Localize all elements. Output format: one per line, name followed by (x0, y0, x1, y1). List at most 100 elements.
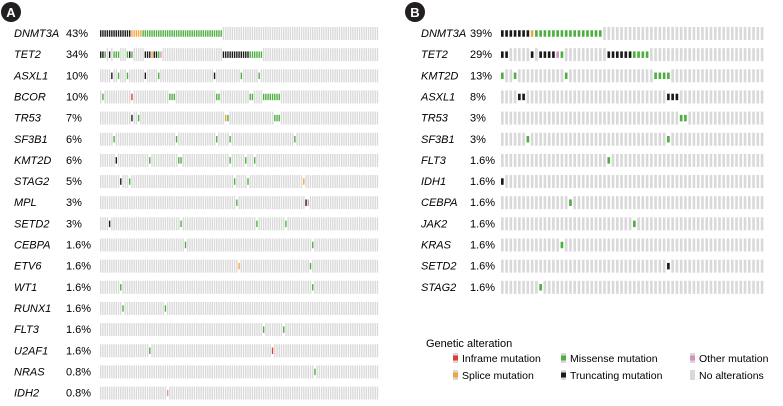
sample-cell (756, 111, 760, 125)
sample-cell (658, 217, 662, 231)
sample-cell (513, 175, 517, 189)
missense-mutation-cell (164, 30, 167, 37)
sample-cell (323, 69, 325, 83)
sample-cell (245, 365, 247, 379)
sample-cell (352, 153, 354, 167)
sample-cell (709, 153, 713, 167)
sample-cell (372, 90, 374, 104)
sample-cell (341, 111, 343, 125)
sample-cell (222, 196, 225, 210)
sample-cell (278, 238, 280, 252)
sample-cell (160, 196, 162, 210)
sample-cell (124, 238, 126, 252)
sample-cell (173, 301, 176, 315)
sample-cell (256, 69, 258, 83)
sample-cell (251, 323, 254, 337)
sample-cell (220, 301, 222, 315)
sample-cell (111, 238, 113, 252)
sample-cell (615, 238, 619, 252)
sample-cell (265, 238, 267, 252)
sample-cell (305, 48, 307, 62)
sample-cell (283, 175, 285, 189)
sample-cell (200, 280, 202, 294)
sample-cell (577, 69, 581, 83)
sample-cell (547, 132, 551, 146)
sample-cell (637, 280, 640, 294)
sample-cell (153, 344, 155, 358)
truncating-mutation-cell (671, 93, 674, 101)
sample-cell (361, 280, 363, 294)
sample-cell (220, 217, 222, 231)
sample-cell (352, 386, 354, 400)
sample-cell (211, 280, 213, 294)
sample-cell (509, 132, 513, 146)
sample-cell (325, 90, 327, 104)
sample-cell (505, 175, 508, 189)
sample-cell (615, 259, 619, 273)
sample-cell (320, 280, 323, 294)
missense-mutation-cell (153, 30, 155, 37)
sample-cell (743, 132, 747, 146)
sample-cell (106, 301, 109, 315)
sample-cell (256, 280, 258, 294)
missense-mutation-cell (126, 72, 129, 80)
sample-cell (207, 365, 209, 379)
sample-cell (332, 344, 334, 358)
sample-cell (709, 238, 713, 252)
sample-cell (347, 259, 350, 273)
sample-cell (198, 217, 200, 231)
sample-cell (222, 132, 225, 146)
sample-cell (276, 27, 278, 40)
sample-cell (158, 175, 160, 189)
sample-cell (265, 175, 267, 189)
sample-cell (747, 238, 751, 252)
sample-cell (287, 111, 289, 125)
sample-cell (603, 217, 606, 231)
sample-cell (291, 196, 294, 210)
sample-cell (713, 27, 717, 40)
sample-cell (307, 344, 309, 358)
sample-cell (522, 196, 525, 210)
sample-cell (356, 280, 359, 294)
sample-cell (594, 238, 598, 252)
sample-cell (142, 69, 144, 83)
sample-cell (535, 132, 538, 146)
sample-cell (233, 280, 236, 294)
sample-cell (115, 386, 117, 400)
sample-cell (269, 365, 272, 379)
sample-cell (111, 365, 113, 379)
missense-mutation-cell (637, 51, 640, 58)
sample-cell (684, 280, 687, 294)
sample-cell (104, 301, 106, 315)
sample-cell (633, 111, 636, 125)
sample-cell (202, 280, 205, 294)
sample-cell (231, 153, 234, 167)
sample-cell (262, 27, 265, 40)
sample-cell (569, 90, 572, 104)
sample-cell (303, 69, 305, 83)
sample-cell (108, 365, 111, 379)
missense-mutation-cell (556, 30, 559, 37)
sample-cell (696, 280, 700, 294)
truncating-mutation-cell (543, 51, 547, 58)
gene-label: RUNX1 (14, 303, 51, 315)
truncating-mutation-cell (229, 51, 231, 58)
sample-cell (200, 111, 202, 125)
splice-mutation-cell (238, 262, 240, 270)
sample-cell (146, 323, 149, 337)
missense-mutation-cell (146, 30, 149, 37)
sample-cell (316, 344, 318, 358)
sample-cell (363, 386, 365, 400)
sample-cell (287, 175, 289, 189)
sample-cell (312, 386, 314, 400)
sample-cell (347, 132, 350, 146)
sample-cell (269, 175, 272, 189)
sample-cell (705, 69, 709, 83)
truncating-mutation-cell (624, 51, 628, 58)
sample-cell (178, 301, 180, 315)
sample-cell (287, 386, 289, 400)
sample-cell (104, 344, 106, 358)
sample-cell (312, 344, 314, 358)
sample-cell (218, 111, 220, 125)
sample-cell (713, 175, 717, 189)
